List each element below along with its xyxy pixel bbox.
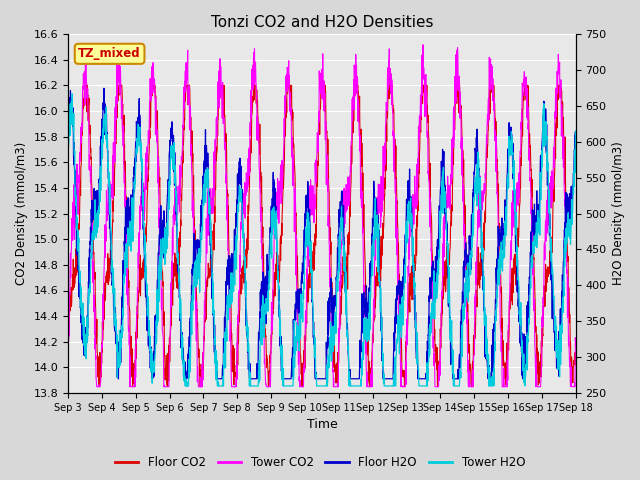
Tower H2O bbox=[572, 128, 579, 134]
Floor H2O bbox=[312, 376, 319, 382]
X-axis label: Time: Time bbox=[307, 419, 337, 432]
Tower H2O bbox=[557, 324, 565, 330]
Floor H2O bbox=[100, 85, 108, 91]
Tower CO2 bbox=[64, 356, 72, 361]
Tower CO2 bbox=[93, 384, 100, 390]
Y-axis label: H2O Density (mmol/m3): H2O Density (mmol/m3) bbox=[612, 142, 625, 286]
Floor CO2 bbox=[90, 271, 98, 277]
Text: TZ_mixed: TZ_mixed bbox=[78, 48, 141, 60]
Floor CO2 bbox=[64, 338, 72, 344]
Tower H2O bbox=[64, 155, 72, 160]
Line: Tower H2O: Tower H2O bbox=[68, 94, 575, 386]
Floor CO2 bbox=[572, 351, 579, 357]
Floor CO2 bbox=[557, 95, 565, 100]
Tower CO2 bbox=[557, 105, 565, 111]
Y-axis label: CO2 Density (mmol/m3): CO2 Density (mmol/m3) bbox=[15, 142, 28, 285]
Tower CO2 bbox=[419, 42, 427, 48]
Tower CO2 bbox=[298, 384, 305, 390]
Tower CO2 bbox=[311, 160, 319, 166]
Tower CO2 bbox=[90, 309, 98, 314]
Line: Tower CO2: Tower CO2 bbox=[68, 45, 575, 387]
Floor H2O bbox=[64, 131, 72, 137]
Floor H2O bbox=[557, 315, 565, 321]
Floor CO2 bbox=[298, 383, 306, 389]
Tower H2O bbox=[298, 315, 306, 321]
Floor H2O bbox=[115, 376, 122, 382]
Tower H2O bbox=[181, 383, 189, 389]
Tower CO2 bbox=[557, 133, 565, 139]
Tower H2O bbox=[465, 299, 472, 304]
Line: Floor H2O: Floor H2O bbox=[68, 88, 575, 379]
Tower H2O bbox=[557, 349, 565, 355]
Tower CO2 bbox=[465, 380, 472, 385]
Tower H2O bbox=[90, 220, 98, 226]
Title: Tonzi CO2 and H2O Densities: Tonzi CO2 and H2O Densities bbox=[211, 15, 433, 30]
Floor CO2 bbox=[81, 83, 88, 88]
Legend: Floor CO2, Tower CO2, Floor H2O, Tower H2O: Floor CO2, Tower CO2, Floor H2O, Tower H… bbox=[110, 452, 530, 474]
Floor H2O bbox=[90, 186, 98, 192]
Line: Floor CO2: Floor CO2 bbox=[68, 85, 575, 387]
Tower H2O bbox=[312, 352, 319, 358]
Floor CO2 bbox=[557, 85, 565, 91]
Floor H2O bbox=[298, 280, 306, 286]
Floor H2O bbox=[557, 326, 565, 332]
Tower H2O bbox=[68, 91, 76, 96]
Floor CO2 bbox=[95, 384, 103, 390]
Floor H2O bbox=[465, 262, 472, 267]
Tower CO2 bbox=[572, 342, 579, 348]
Floor CO2 bbox=[465, 338, 472, 344]
Floor CO2 bbox=[312, 233, 319, 239]
Floor H2O bbox=[572, 142, 579, 147]
